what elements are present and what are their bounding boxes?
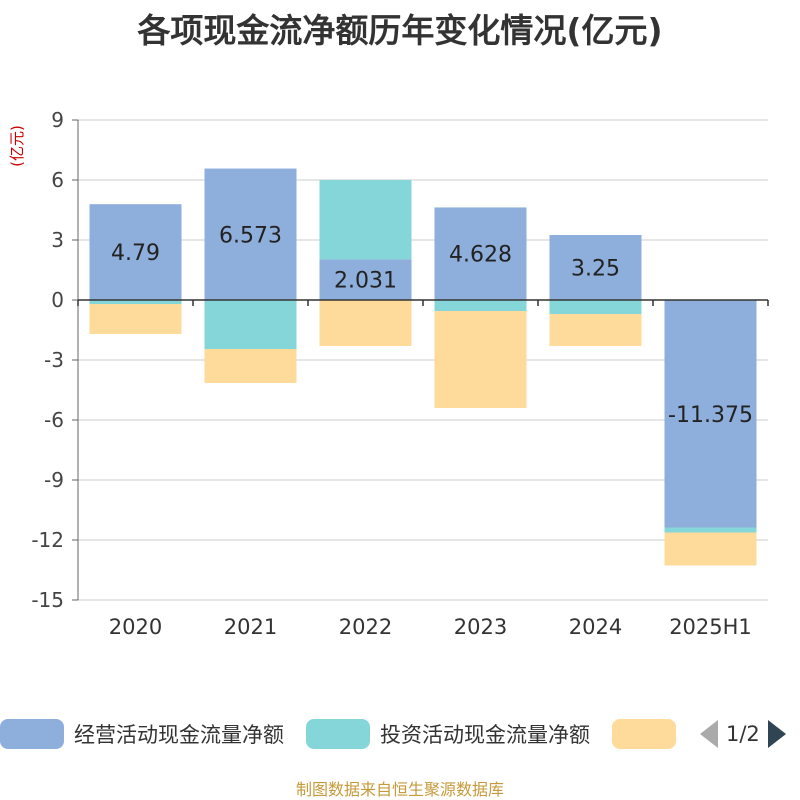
source-note: 制图数据来自恒生聚源数据库	[295, 780, 504, 799]
bar-segment-series2	[204, 349, 297, 383]
x-tick-label: 2024	[569, 615, 622, 639]
bar-segment-series2	[319, 300, 412, 346]
x-tick-label: 2020	[109, 615, 162, 639]
legend-item-investing[interactable]: 投资活动现金流量净额	[306, 719, 590, 749]
bar-segment-series1	[434, 300, 527, 311]
chart-title: 各项现金流净额历年变化情况(亿元)	[137, 11, 663, 50]
bar-segment-series2	[434, 311, 527, 408]
bar-segment-series0	[319, 259, 412, 300]
bar-value-label: 2.031	[334, 269, 397, 294]
legend-label-investing: 投资活动现金流量净额	[380, 723, 590, 747]
y-tick-label: 9	[51, 108, 64, 132]
x-tick-label: 2021	[224, 615, 277, 639]
bar-value-label: 6.573	[219, 223, 282, 248]
bar-segment-series0	[664, 300, 757, 528]
bar-value-label: 3.25	[571, 257, 620, 282]
legend-page-indicator: 1/2	[726, 722, 760, 746]
y-tick-label: 3	[51, 228, 64, 252]
bar-value-label: -11.375	[668, 403, 753, 428]
x-tick-label: 2023	[454, 615, 507, 639]
bar-segment-series0	[89, 204, 182, 300]
legend-swatch-investing	[306, 719, 370, 749]
y-tick-label: -15	[31, 588, 64, 612]
legend-pager: 1/2	[700, 716, 786, 752]
bar-segment-series2	[664, 532, 757, 566]
y-tick-label: -12	[31, 528, 64, 552]
bar-segment-series2	[549, 314, 642, 346]
y-axis-label: (亿元)	[8, 125, 26, 167]
bar-segment-series0	[549, 235, 642, 300]
next-page-icon[interactable]	[767, 720, 786, 748]
prev-page-icon[interactable]	[700, 720, 718, 748]
legend-label-operating: 经营活动现金流量净额	[74, 723, 284, 747]
bar-segment-series1	[319, 179, 412, 260]
chart-plot: 9 6 3 0 -3 -6 -9 -12 -15 (亿元) 4.79 6.573 2.031 4.628 3…	[8, 108, 769, 639]
y-tick-label: -6	[44, 408, 64, 432]
bar-value-label: 4.628	[449, 243, 512, 268]
legend-item-third[interactable]	[612, 719, 686, 749]
y-tick-label: 6	[51, 168, 64, 192]
bar-segment-series1	[549, 300, 642, 314]
legend-item-operating[interactable]: 经营活动现金流量净额	[0, 719, 284, 749]
bar-segment-series0	[434, 207, 527, 300]
chart-legend: 经营活动现金流量净额 投资活动现金流量净额	[0, 716, 708, 752]
bar-segment-series0	[204, 168, 297, 300]
y-tick-label: 0	[51, 288, 64, 312]
legend-swatch-operating	[0, 719, 64, 749]
y-tick-label: -3	[44, 348, 64, 372]
bar-segment-series2	[89, 304, 182, 334]
bar-segment-series1	[204, 300, 297, 349]
legend-swatch-third	[612, 719, 676, 749]
x-tick-label: 2025H1	[669, 615, 752, 639]
bar-segment-series1	[89, 300, 182, 304]
bar-segment-series1	[664, 527, 757, 533]
x-tick-label: 2022	[339, 615, 392, 639]
bar-value-label: 4.79	[111, 241, 160, 266]
y-tick-label: -9	[44, 468, 64, 492]
